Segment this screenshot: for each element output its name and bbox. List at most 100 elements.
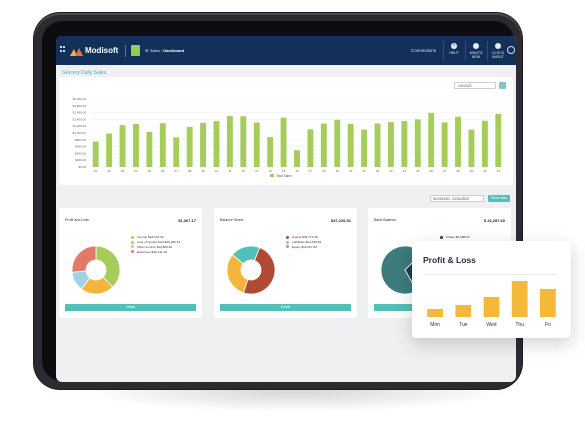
balance-sheet-legend: Assets $39,774.38 Liabilities $24,819.39 E… [286, 235, 321, 249]
pie-slice [231, 245, 261, 265]
x-tick-label: 21 [362, 169, 366, 173]
legend-label: Liabilities $24,819.39 [292, 240, 322, 245]
y-tick-label: $800.00 [75, 138, 86, 142]
sales-bar [133, 123, 139, 167]
legend-swatch [286, 240, 289, 244]
sales-bar [374, 123, 381, 167]
legend-swatch [131, 235, 134, 239]
legend-swatch [286, 235, 289, 239]
sales-bar [92, 141, 99, 167]
x-tick-label: 28 [456, 169, 460, 173]
profit-loss-popup: Profit & Loss Mon Tue Wed Thu Fri [412, 241, 571, 338]
sales-bar [307, 129, 314, 167]
pl-bar [511, 281, 528, 317]
legend-label: Equity $16,007.82 [292, 244, 317, 249]
legend-item: Assets $39,774.38 [286, 235, 321, 240]
sales-bar [226, 116, 233, 167]
card-title: Balance Sheet [220, 218, 244, 222]
x-tick-label: 30 [483, 169, 487, 173]
legend-swatch [440, 235, 443, 239]
x-tick-label: 01 [94, 169, 98, 173]
help-button[interactable]: ? HELP [443, 41, 464, 61]
top-navigation-bar: Modisoft ⚙ Sales › Dashboard Connections… [56, 36, 516, 65]
legend-item: Expenses $30,411.18 [131, 249, 180, 254]
clock-in-out-button[interactable]: CLOCK IN/OUT [487, 41, 508, 61]
x-tick-label: 11 [228, 169, 231, 173]
sales-bar [495, 113, 502, 167]
settings-gear-icon[interactable] [507, 46, 515, 54]
x-tick-label: 03 [121, 169, 125, 173]
apps-grid-icon[interactable] [60, 46, 66, 52]
whats-new-button[interactable]: WHAT'S NEW [465, 41, 486, 61]
balance-sheet-donut [226, 245, 276, 295]
whats-new-label: WHAT'S NEW [469, 51, 483, 59]
y-tick-label: $1,000.00 [73, 131, 87, 135]
legend-swatch [270, 174, 274, 177]
date-range-picker[interactable]: 01/01/2020 - 01/31/2020 [430, 195, 484, 202]
x-tick-label: 02 [107, 169, 111, 173]
day-label: Mon [430, 322, 440, 328]
legend-label: Cost of Goods Sold $26,292.51 [137, 240, 181, 245]
y-tick-label: $0.00 [78, 165, 86, 169]
x-tick-label: 16 [295, 169, 299, 173]
card-amount: $1,367.17 [178, 218, 196, 223]
sales-bar [481, 120, 488, 167]
legend-swatch [131, 250, 134, 254]
pl-bar [427, 309, 443, 317]
calendar-icon[interactable] [499, 82, 506, 89]
legend-label: Assets $39,774.38 [292, 235, 318, 240]
legend-label: Total Sales [276, 174, 292, 178]
legend-item: Equity $16,007.82 [286, 245, 321, 250]
sales-bar [173, 137, 180, 167]
x-tick-label: 20 [349, 169, 353, 173]
sales-module-icon[interactable] [131, 45, 140, 56]
pie-slice [380, 245, 423, 295]
breadcrumb-prefix[interactable]: Sales [149, 48, 160, 53]
sales-bar [347, 123, 354, 167]
y-tick-label: $2,000.00 [73, 97, 87, 101]
sales-bar [159, 123, 166, 167]
legend-swatch [131, 245, 134, 249]
legend-swatch [286, 245, 289, 249]
legend-label: Income $43,140.22 [137, 235, 164, 240]
sales-bar [240, 116, 247, 167]
x-tick-label: 05 [148, 169, 152, 173]
profit-loss-card: Profit and Loss $1,367.17 Income $43,140… [59, 208, 202, 318]
date-input[interactable]: 1/6/2020 [454, 82, 496, 89]
x-tick-label: 12 [242, 169, 246, 173]
connections-link[interactable]: Connections [411, 48, 437, 53]
y-tick-label: $200.00 [75, 158, 86, 162]
sales-bar [213, 121, 220, 167]
profit-loss-legend: Income $43,140.22 Cost of Goods Sold $26,… [131, 235, 180, 254]
sales-bar [106, 133, 113, 167]
y-tick-label: $600.00 [75, 145, 86, 149]
x-tick-label: 13 [255, 169, 259, 173]
pie-slice [242, 247, 276, 295]
x-tick-label: 24 [403, 169, 407, 173]
sales-bar [334, 119, 341, 167]
sales-bar [441, 122, 448, 167]
x-tick-label: 04 [134, 169, 138, 173]
show-data-button[interactable]: Show Data [488, 195, 510, 202]
help-label: HELP [449, 51, 459, 55]
y-tick-label: $400.00 [75, 151, 86, 155]
tablet-frame: Modisoft ⚙ Sales › Dashboard Connections… [34, 13, 522, 389]
x-tick-label: 17 [309, 169, 313, 173]
legend-item: Chase $6,988.02 [440, 235, 479, 240]
card-title: Profit and Loss [65, 218, 89, 222]
sales-bar [267, 137, 274, 167]
sales-bar [186, 126, 193, 167]
legend-swatch [131, 240, 134, 244]
x-tick-label: 15 [282, 169, 286, 173]
y-tick-label: $1,600.00 [73, 111, 87, 115]
breadcrumb-gear-icon: ⚙ [145, 48, 149, 53]
sales-bar [428, 112, 435, 167]
sales-bar [468, 129, 475, 167]
brand-divider [125, 45, 126, 57]
clock-icon [495, 43, 501, 49]
detail-button[interactable]: Detail [220, 304, 351, 311]
detail-button[interactable]: Detail [65, 304, 196, 311]
legend-label: Expenses $30,411.18 [137, 249, 167, 254]
x-tick-label: 29 [470, 169, 474, 173]
x-tick-label: 26 [430, 169, 434, 173]
